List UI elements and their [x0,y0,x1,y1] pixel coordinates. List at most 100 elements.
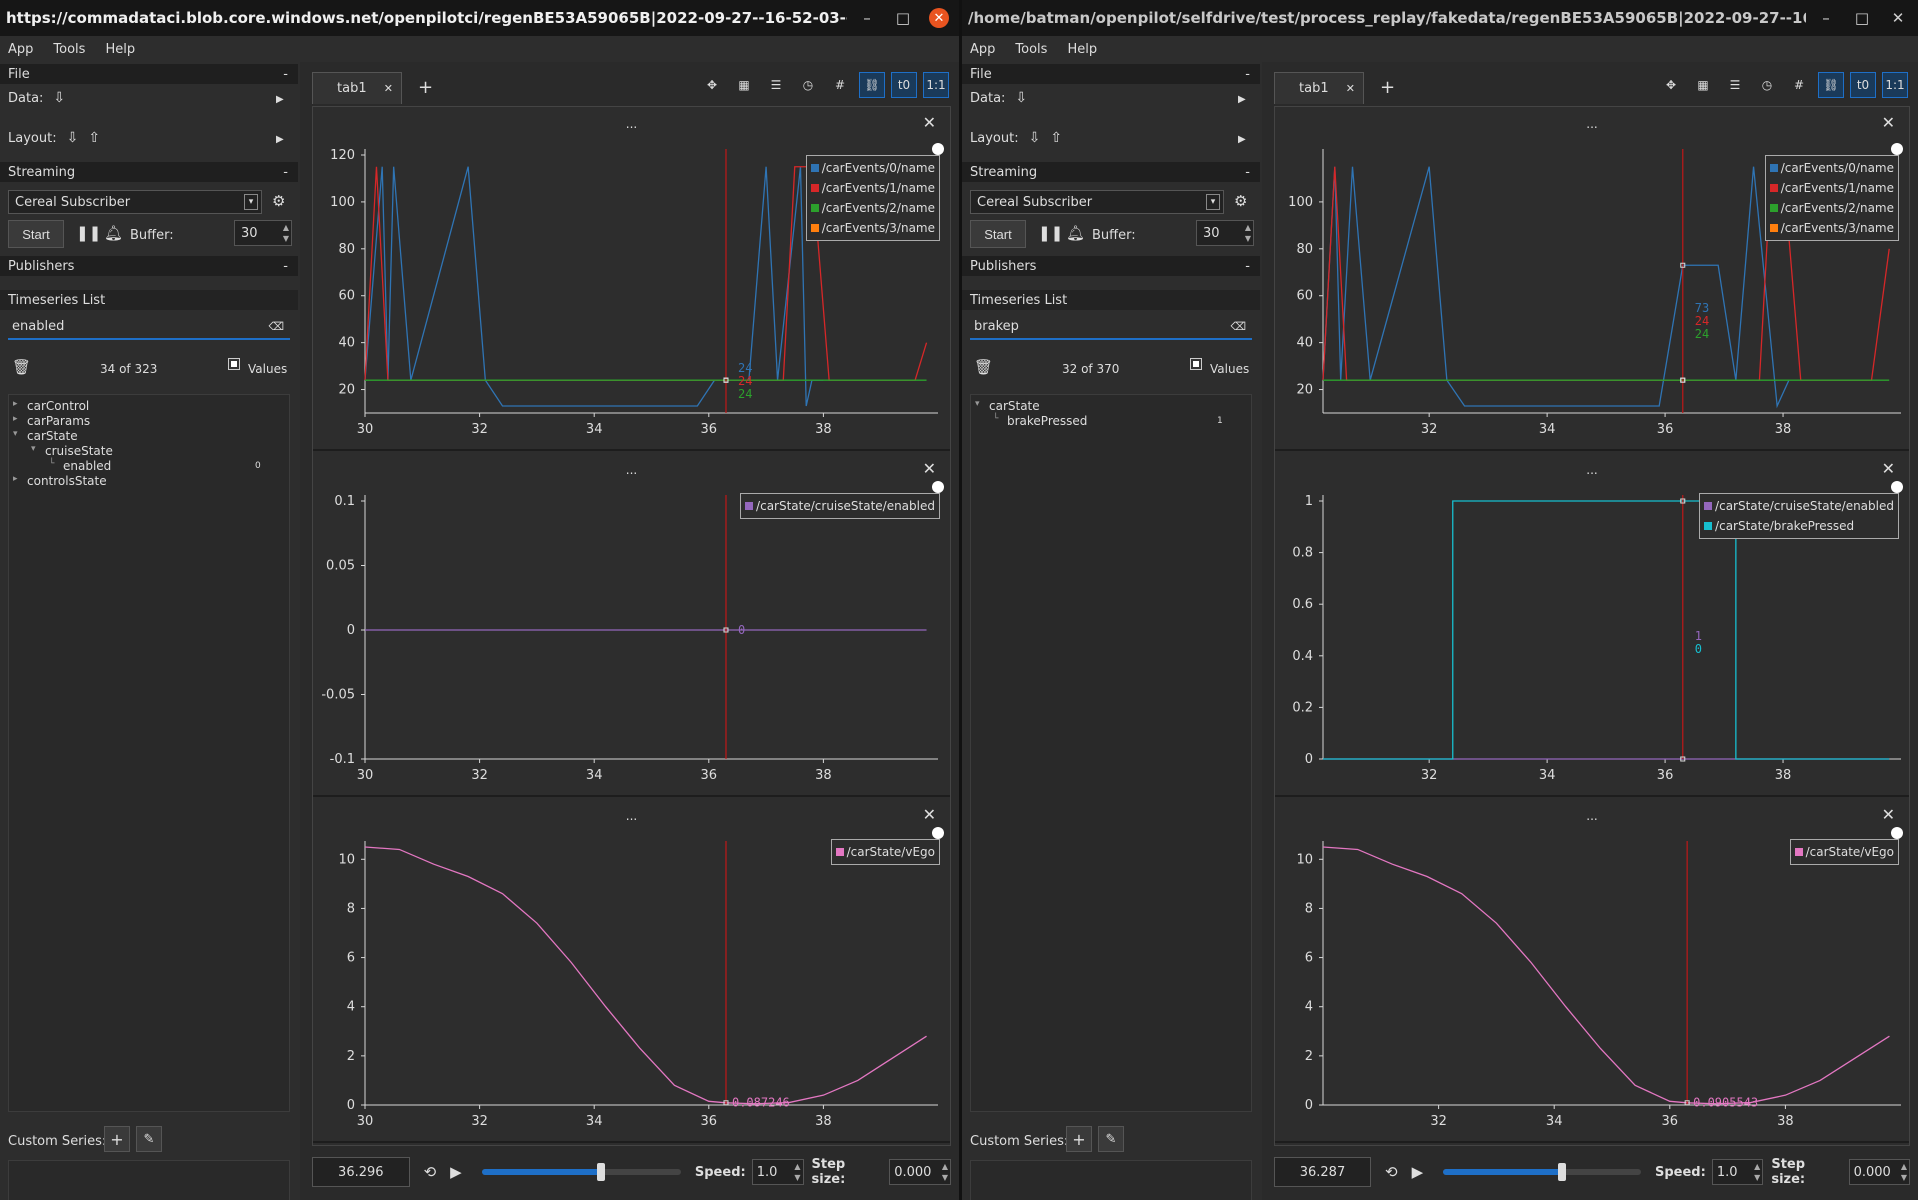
streamer-select[interactable]: Cereal Subscriber ▾ [970,190,1224,214]
step-size-spinbox[interactable]: 0.000 ▲ ▼ [1848,1159,1910,1185]
time-slider-handle[interactable] [1557,1163,1566,1181]
menu-tools[interactable]: Tools [1015,41,1048,57]
buffer-spinbox[interactable]: 30 ▲ ▼ [234,220,292,246]
bell-icon[interactable]: 🔔︎ [104,224,124,242]
legend-handle-icon[interactable] [1891,481,1903,493]
legend[interactable]: /carState/vEgo [830,839,940,865]
gear-icon[interactable]: ⚙ [272,192,286,210]
load-layout-icon[interactable]: ⇩ [1028,130,1041,146]
streamer-select[interactable]: Cereal Subscriber ▾ [8,190,262,214]
chevron-down-icon[interactable]: ▾ [1206,194,1220,210]
maximize-icon[interactable]: □ [895,9,911,27]
tree-item[interactable]: brakePressed [1007,414,1088,428]
speed-spinbox[interactable]: 1.0 ▲ ▼ [1711,1159,1764,1185]
close-plot-icon[interactable]: ✕ [1881,459,1895,478]
plot-left-vego[interactable]: 30 32 34 36 38 0 2 4 6 8 10 0.087246... ✕ /carState/v… [313,799,950,1143]
legend-item[interactable]: /carState/cruiseState/enabled [745,496,935,516]
menu-app[interactable]: App [8,41,34,57]
add-tab-icon[interactable]: + [1380,77,1396,98]
close-window-icon[interactable]: ✕ [1891,9,1905,27]
minimize-icon[interactable]: – [863,9,871,27]
bell-icon[interactable]: 🔔︎ [1066,224,1086,242]
close-tab-icon[interactable]: ✕ [383,82,393,95]
legend[interactable]: /carState/cruiseState/enabled [740,493,940,519]
legend[interactable]: /carState/cruiseState/enabled/carState/b… [1699,493,1899,539]
grid-icon[interactable]: # [834,78,846,92]
publishers-section-header[interactable]: Publishers - [962,256,1260,276]
tree-arrow-icon[interactable]: ▾ [13,429,18,439]
close-tab-icon[interactable]: ✕ [1345,82,1355,95]
collapse-icon[interactable]: - [283,164,288,180]
speed-spinbox[interactable]: 1.0 ▲ ▼ [751,1159,804,1185]
load-data-icon[interactable]: ⇩ [53,90,66,106]
collapse-icon[interactable]: - [283,258,288,274]
layout-expand-icon[interactable]: ▶ [276,134,284,145]
legend-item[interactable]: /carEvents/1/name [810,178,935,198]
legend-handle-icon[interactable] [932,143,944,155]
edit-custom-series-button[interactable]: ✎ [1098,1126,1124,1152]
legend-item[interactable]: /carEvents/2/name [810,198,935,218]
plot-right-vego[interactable]: 32 34 36 38 0 2 4 6 8 10 0.0905543... ✕ /carState/vE… [1275,799,1909,1143]
tree-item[interactable]: cruiseState [45,444,113,458]
legend-item[interactable]: /carEvents/0/name [1769,158,1894,178]
tab-tab1[interactable]: tab1 ✕ [1274,72,1364,104]
legend-item[interactable]: /carState/brakePressed [1704,516,1894,536]
collapse-icon[interactable]: - [1245,258,1250,274]
legend-item[interactable]: /carEvents/3/name [810,218,935,238]
menu-app[interactable]: App [970,41,996,57]
current-time-field[interactable]: 36.296 [312,1157,410,1187]
tree-arrow-icon[interactable]: ▾ [975,399,980,409]
move-icon[interactable]: ✥ [706,78,718,92]
plot-left-enabled[interactable]: 30 32 34 36 38 -0.1 -0.05 0 0.05 0.1 0... ✕ /carStat… [313,453,950,797]
save-layout-icon[interactable]: ⇧ [88,130,101,146]
legend-handle-icon[interactable] [932,827,944,839]
pause-icon[interactable]: ❚❚ [1038,224,1064,242]
tree-item[interactable]: enabled [63,459,112,473]
plot-right-events[interactable]: 32 34 36 38 20 40 60 80 100 73 24 24... ✕/carEvents/… [1275,107,1909,451]
chevron-down-icon[interactable]: ▾ [244,194,258,210]
streaming-section-header[interactable]: Streaming - [0,162,298,182]
close-plot-icon[interactable]: ✕ [1881,805,1895,824]
ratio-icon[interactable]: 1:1 [923,72,949,98]
values-checkbox[interactable] [1190,358,1202,370]
publishers-section-header[interactable]: Publishers - [0,256,298,276]
tree-arrow-icon[interactable]: ▾ [31,444,36,454]
buffer-spinbox[interactable]: 30 ▲ ▼ [1196,220,1254,246]
close-plot-icon[interactable]: ✕ [922,459,936,478]
ratio-icon[interactable]: 1:1 [1882,72,1908,98]
zoom-icon[interactable]: ▦ [738,78,750,92]
legend[interactable]: /carState/vEgo [1789,839,1899,865]
layout-expand-icon[interactable]: ▶ [1238,134,1246,145]
tree-item[interactable]: controlsState [27,474,107,488]
menu-help[interactable]: Help [105,41,136,57]
spin-arrows-icon[interactable]: ▲ ▼ [1754,1162,1761,1182]
legend-item[interactable]: /carEvents/3/name [1769,218,1894,238]
legend-item[interactable]: /carState/cruiseState/enabled [1704,496,1894,516]
tree-item[interactable]: carControl [27,399,90,413]
close-plot-icon[interactable]: ✕ [922,805,936,824]
play-icon[interactable]: ▶ [1411,1163,1424,1181]
time-slider[interactable] [1443,1163,1641,1181]
tree-arrow-icon[interactable]: ▸ [13,399,18,409]
clear-icon[interactable]: ⌫ [268,319,284,333]
loop-icon[interactable]: ⟲ [1384,1163,1398,1181]
collapse-icon[interactable]: - [283,66,288,82]
collapse-icon[interactable]: - [1245,66,1250,82]
close-window-icon[interactable]: ✕ [929,8,949,28]
time-icon[interactable]: ◷ [1761,78,1773,92]
spin-arrows-icon[interactable]: ▲ ▼ [1900,1162,1907,1182]
tree-arrow-icon[interactable]: ▸ [13,474,18,484]
tree-item[interactable]: carState [27,429,78,443]
zoom-icon[interactable]: ▦ [1697,78,1709,92]
spin-arrows-icon[interactable]: ▲ ▼ [794,1162,801,1182]
tree-arrow-icon[interactable]: └ [49,459,55,469]
legend-handle-icon[interactable] [1891,827,1903,839]
search-input[interactable]: enabled ⌫ [8,314,290,340]
data-expand-icon[interactable]: ▶ [1238,94,1246,105]
legend-icon[interactable]: ☰ [770,78,782,92]
load-layout-icon[interactable]: ⇩ [66,130,79,146]
edit-custom-series-button[interactable]: ✎ [136,1126,162,1152]
tree-item[interactable]: carParams [27,414,91,428]
start-button[interactable]: Start [970,220,1026,248]
menu-tools[interactable]: Tools [53,41,86,57]
